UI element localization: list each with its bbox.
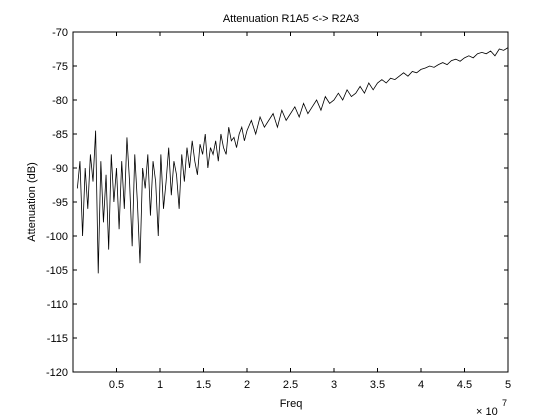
x-tick-label: 5: [505, 379, 511, 391]
x-tick-label: 4: [418, 379, 424, 391]
y-tick-label: -75: [52, 61, 68, 73]
x-tick-label: 1: [157, 379, 163, 391]
y-tick-label: -90: [52, 163, 68, 175]
y-tick-label: -105: [46, 265, 68, 277]
x-tick-label: 1.5: [196, 379, 211, 391]
plot-area-frame: [72, 31, 509, 373]
x-tick-label: 2.5: [283, 379, 298, 391]
series-layer: [76, 47, 509, 274]
y-tick-label: -70: [52, 27, 68, 39]
y-axis-ticks: -70 -75 -80 -85 -90 -95 -100 -105 -110 -115 -120: [46, 27, 508, 379]
y-tick-label: -110: [47, 299, 68, 311]
y-axis-label: Attenuation (dB): [26, 162, 38, 242]
x-tick-label: 2: [244, 379, 250, 391]
y-tick-label: -85: [52, 129, 68, 141]
series-line-0: [76, 47, 509, 274]
y-tick-label: -120: [46, 367, 68, 379]
y-tick-label: -80: [52, 95, 68, 107]
x-axis-ticks: 0.5 1 1.5 2 2.5 3 3.5 4 4.5 5: [109, 32, 511, 391]
x-tick-label: 3: [331, 379, 337, 391]
chart-title: Attenuation R1A5 <-> R2A3: [223, 13, 359, 25]
y-tick-label: -95: [52, 197, 68, 209]
y-tick-label: -115: [47, 333, 68, 345]
x-axis-exponent-power: 7: [502, 398, 507, 408]
y-tick-label: -100: [46, 231, 68, 243]
x-axis-label: Freq: [280, 398, 303, 410]
x-tick-label: 0.5: [109, 379, 124, 391]
x-tick-label: 3.5: [370, 379, 385, 391]
x-tick-label: 4.5: [457, 379, 472, 391]
x-axis-exponent-base: × 10: [476, 406, 498, 418]
